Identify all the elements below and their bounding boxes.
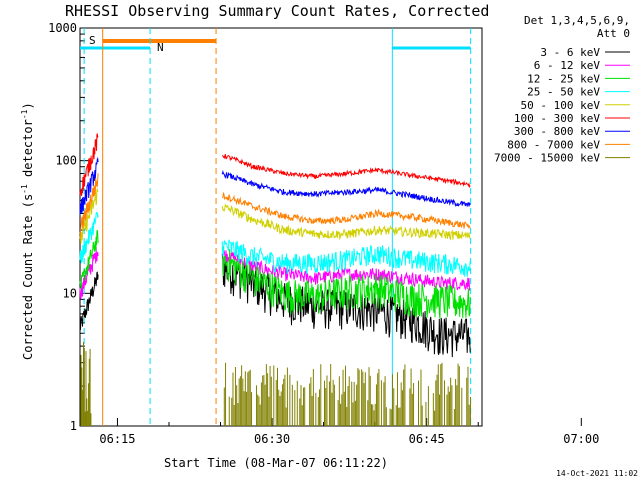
series-trace-main — [221, 246, 471, 319]
plot-frame — [79, 27, 483, 427]
legend-label: 50 - 100 keV — [521, 99, 601, 112]
series-trace-pre-saa — [79, 212, 99, 264]
series-trace-main — [222, 192, 471, 229]
series-trace-main — [221, 239, 471, 277]
x-tick-label: 06:15 — [99, 432, 135, 446]
series-trace-pre-saa — [79, 271, 99, 331]
x-tick-label: 07:00 — [563, 432, 599, 446]
legend-label: 800 - 7000 keV — [507, 138, 600, 151]
y-axis-label-end: ) — [21, 102, 35, 109]
legend-label: 300 - 800 keV — [514, 125, 600, 138]
legend-header-line-1: Det 1,3,4,5,6,9, — [524, 14, 630, 27]
series-trace-pre-saa — [79, 133, 99, 196]
y-tick-label: 100 — [55, 154, 77, 168]
y-axis-label: Corrected Count Rate (s-1 detector-1) — [20, 102, 35, 360]
series-trace-main — [221, 154, 471, 189]
y-axis-label-sup-2: -1 — [20, 109, 29, 119]
y-axis-label-sup-1: -1 — [20, 184, 29, 194]
series-trace-main — [221, 169, 471, 208]
series-trace-main — [221, 203, 471, 241]
y-axis-label-mid: detector — [21, 119, 35, 184]
x-tick-label: 06:30 — [254, 432, 290, 446]
x-axis-label: Start Time (08-Mar-07 06:11:22) — [164, 456, 388, 470]
legend-label: 100 - 300 keV — [514, 112, 600, 125]
y-tick-label: 1000 — [48, 21, 77, 35]
series-trace-pre-saa — [79, 156, 99, 215]
saa-flag-label: S — [89, 34, 96, 47]
series-trace-pre-saa — [79, 230, 99, 289]
night-flag-label: N — [157, 41, 164, 54]
legend-label: 25 - 50 keV — [527, 86, 600, 99]
x-tick-label: 06:45 — [409, 432, 445, 446]
chart-title: RHESSI Observing Summary Count Rates, Co… — [65, 2, 489, 20]
y-axis-label-main: Corrected Count Rate (s — [21, 194, 35, 360]
legend-label: 7000 - 15000 keV — [494, 152, 600, 165]
series-trace-main — [221, 253, 471, 358]
legend-label: 12 - 25 keV — [527, 72, 600, 85]
y-tick-label: 1 — [70, 419, 77, 433]
series-trace-pre-saa — [79, 173, 99, 239]
legend-label: 3 - 6 keV — [540, 46, 600, 59]
y-tick-label: 10 — [63, 286, 77, 300]
timestamp-footer: 14-Oct-2021 11:02 — [556, 469, 638, 478]
legend-header-line-2: Att 0 — [597, 27, 630, 40]
legend-label: 6 - 12 keV — [534, 59, 601, 72]
